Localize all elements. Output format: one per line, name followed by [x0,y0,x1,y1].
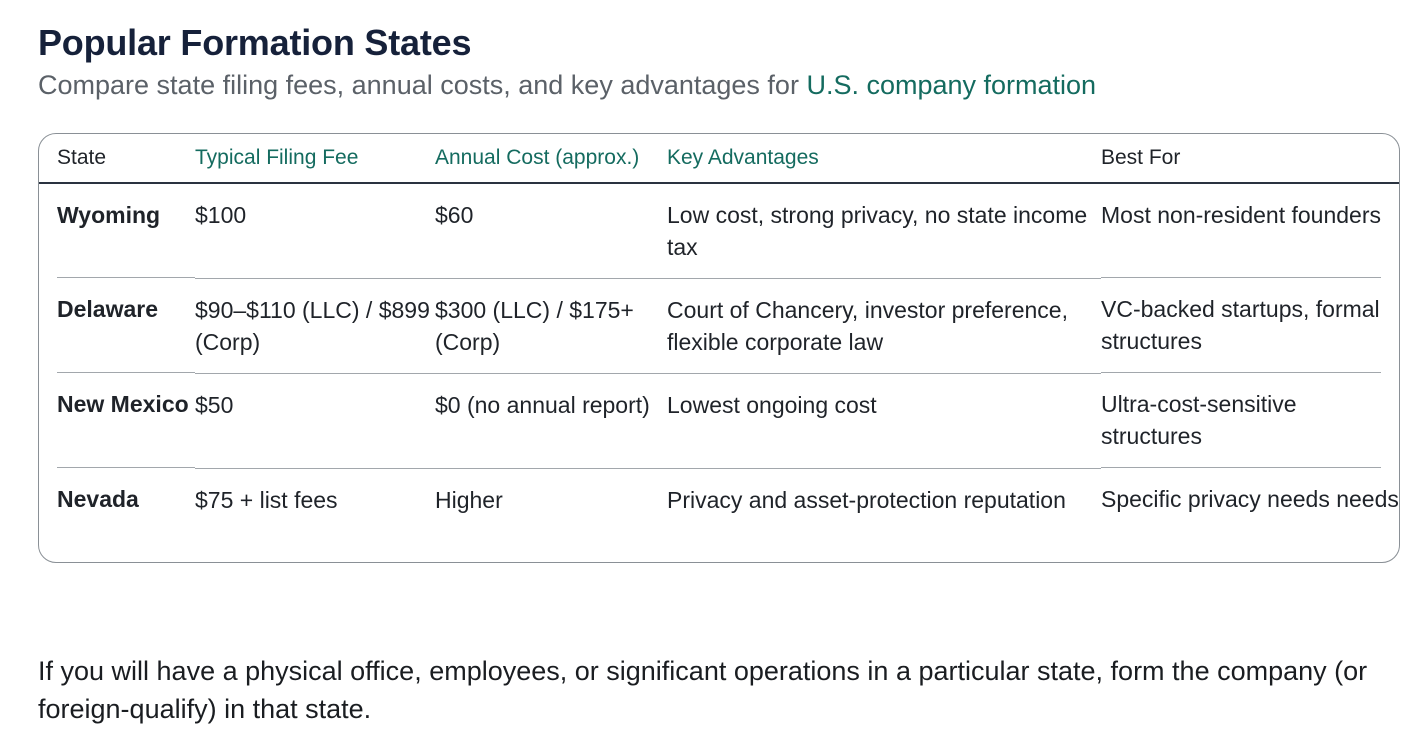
cell-filing-fee: $75 + list fees [195,486,338,513]
cell-advantages: Lowest ongoing cost [667,373,1101,469]
cell-filing-fee: $90–$110 (LLC) / $899 (Corp) [195,278,435,374]
cell-filing-fee: $50 [195,373,435,469]
column-header-state: State [39,134,195,184]
cell-annual-cost: Higher [435,486,503,513]
table-row: New Mexico $50 $0 (no annual report) Low… [39,373,1399,469]
table-row: Nevada $75 + list fees Higher Privacy an… [39,468,1399,562]
cell-state: Nevada [57,486,139,512]
column-header-best-for: Best For [1101,134,1399,184]
cell-best-for: Specific privacy needs needs [1101,486,1399,512]
table-row: Delaware $90–$110 (LLC) / $899 (Corp) $3… [39,278,1399,374]
table-row: Wyoming $100 $60 Low cost, strong privac… [39,183,1399,279]
column-header-annual-cost: Annual Cost (approx.) [435,134,667,184]
cell-best-for: Ultra-cost-sensitive structures [1101,373,1399,468]
cell-best-for: VC-backed startups, formal structures [1101,278,1399,373]
cell-annual-cost: $60 [435,183,667,279]
column-header-key-advantages: Key Advantages [667,134,1101,184]
cell-state: New Mexico [39,373,195,468]
cell-advantages: Low cost, strong privacy, no state incom… [667,183,1101,279]
formation-states-table: State Typical Filing Fee Annual Cost (ap… [38,133,1400,563]
cell-annual-cost: $0 (no annual report) [435,373,667,469]
cell-annual-cost: $300 (LLC) / $175+ (Corp) [435,278,667,374]
cell-state: Wyoming [39,183,195,278]
table-header-row: State Typical Filing Fee Annual Cost (ap… [39,134,1399,184]
comparison-table: State Typical Filing Fee Annual Cost (ap… [39,134,1399,562]
cell-state: Delaware [39,278,195,373]
subtitle-text: Compare state filing fees, annual costs,… [38,70,807,100]
cell-advantages: Court of Chancery, investor preference, … [667,278,1101,374]
footnote-text: If you will have a physical office, empl… [38,656,1368,724]
cell-advantages: Privacy and asset-protection reputation [667,486,1066,513]
column-header-filing-fee: Typical Filing Fee [195,134,435,184]
subtitle-accent-text: U.S. company formation [806,70,1097,100]
page-subtitle: Compare state filing fees, annual costs,… [38,70,1096,101]
cell-best-for: Most non-resident founders [1101,183,1399,278]
cell-filing-fee: $100 [195,183,435,279]
page-title: Popular Formation States [38,22,472,63]
